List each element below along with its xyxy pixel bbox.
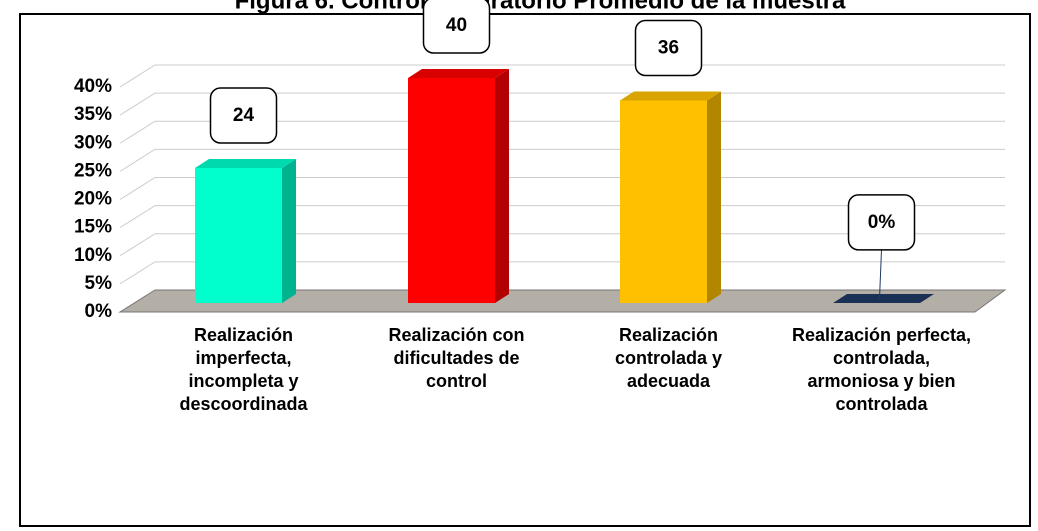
y-tick-label: 15% — [74, 217, 112, 238]
grid-line — [119, 177, 1005, 200]
data-label: 24 — [233, 105, 255, 126]
data-label: 36 — [658, 38, 679, 59]
bar — [408, 69, 509, 303]
floor — [118, 289, 1007, 313]
y-tick-label: 5% — [85, 273, 113, 294]
grid-line — [119, 64, 1005, 88]
data-label: 0% — [868, 212, 896, 233]
y-tick-label: 35% — [74, 104, 112, 125]
bar-face — [195, 159, 296, 168]
bar-face — [707, 91, 721, 303]
y-tick-label: 20% — [74, 189, 112, 210]
data-label-box — [847, 194, 916, 251]
grid-line — [119, 261, 1005, 285]
data-label-box — [634, 19, 703, 77]
bar-face — [408, 78, 495, 303]
y-tick-label: 10% — [74, 245, 112, 266]
bar-face — [620, 100, 707, 303]
data-label: 40 — [446, 15, 467, 36]
y-tick-label: 40% — [74, 76, 112, 97]
y-tick-label: 0% — [85, 301, 113, 322]
y-tick-label: 25% — [74, 160, 112, 181]
bar-face — [282, 159, 296, 303]
x-tick-label: Realización imperfecta, incompleta y des… — [179, 325, 308, 414]
y-tick-label: 30% — [74, 132, 112, 153]
data-label-box — [209, 87, 278, 144]
label-leader — [879, 249, 882, 300]
bar-face — [195, 168, 282, 303]
bar-face — [408, 69, 509, 78]
grid-line — [119, 233, 1005, 257]
bar — [195, 159, 296, 303]
x-tick-label: Realización con dificultades de control — [388, 325, 525, 391]
bar-face — [833, 294, 934, 303]
x-tick-label: Realización perfecta, controlada, armoni… — [791, 325, 972, 414]
bar-face — [620, 91, 721, 101]
bar — [833, 294, 934, 304]
x-tick-label: Realización controlada y adecuada — [614, 325, 723, 391]
data-label-box — [422, 0, 491, 54]
grid-line — [119, 120, 1005, 144]
grid-line — [119, 205, 1005, 229]
grid-line — [119, 92, 1005, 116]
bar — [620, 91, 721, 303]
chart-title: Figura 6. Control respiratorio Promedio … — [235, 0, 846, 14]
grid-line — [119, 148, 1005, 172]
bar-face — [495, 69, 509, 303]
chart-border — [19, 13, 1031, 527]
